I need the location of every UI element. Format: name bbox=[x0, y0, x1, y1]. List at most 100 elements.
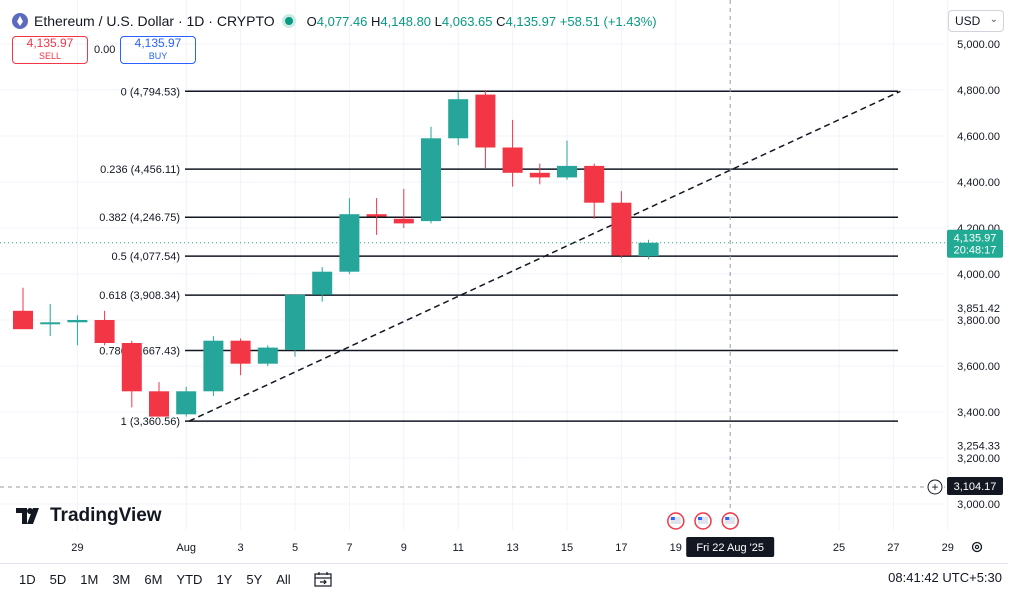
currency-select[interactable]: USD ⌄ bbox=[948, 10, 1004, 32]
divider bbox=[0, 563, 1008, 564]
candle[interactable] bbox=[611, 202, 632, 256]
symbol-title[interactable]: Ethereum / U.S. Dollar · 1D · CRYPTO bbox=[34, 13, 275, 29]
price-axis-tick: 3,600.00 bbox=[957, 361, 1000, 373]
crosshair-price-label: 3,104.17 bbox=[954, 481, 997, 493]
fib-level-label: 0.236 (4,456.11) bbox=[100, 164, 180, 176]
sell-button[interactable]: 4,135.97 SELL bbox=[12, 36, 88, 64]
candle[interactable] bbox=[448, 99, 469, 139]
fib-level-label: 0.382 (4,246.75) bbox=[99, 212, 180, 224]
range-button-all[interactable]: All bbox=[276, 571, 291, 587]
range-button-1y[interactable]: 1Y bbox=[216, 571, 233, 587]
trendline[interactable] bbox=[188, 90, 901, 422]
market-open-icon bbox=[284, 17, 293, 25]
fib-level-label: 0.5 (4,077.54) bbox=[112, 251, 181, 263]
crosshair-date-tag bbox=[686, 537, 775, 557]
price-axis-tick: 3,800.00 bbox=[957, 315, 1000, 327]
candle[interactable] bbox=[285, 294, 305, 350]
flag-stripes-icon bbox=[725, 517, 736, 524]
candle-countdown: 20:48:17 bbox=[954, 245, 997, 257]
range-button-6m[interactable]: 6M bbox=[144, 571, 163, 587]
symbol-header: Ethereum / U.S. Dollar · 1D · CRYPTO O4,… bbox=[12, 10, 657, 32]
crosshair-price-tag bbox=[947, 477, 1003, 495]
calendar-goto-icon[interactable] bbox=[314, 571, 332, 587]
price-axis-tick: 4,800.00 bbox=[957, 85, 1000, 97]
candle[interactable] bbox=[366, 214, 387, 217]
candle[interactable] bbox=[67, 320, 88, 323]
price-axis-tick: 4,000.00 bbox=[957, 269, 1000, 281]
time-axis-tick: Aug bbox=[176, 542, 196, 554]
candle[interactable] bbox=[475, 94, 496, 148]
candle[interactable] bbox=[557, 165, 577, 178]
time-axis-tick: 19 bbox=[670, 542, 682, 554]
flag-stripes-icon bbox=[670, 517, 681, 524]
candle[interactable] bbox=[121, 343, 142, 392]
fib-level-label: 1 (3,360.56) bbox=[121, 416, 180, 428]
candle[interactable] bbox=[40, 322, 61, 325]
time-axis-tick: 25 bbox=[833, 542, 845, 554]
flag-canton-icon bbox=[725, 517, 730, 520]
chevron-down-icon: ⌄ bbox=[989, 14, 998, 25]
clock[interactable]: 08:41:42 UTC+5:30 bbox=[888, 570, 1002, 585]
candle[interactable] bbox=[13, 310, 33, 330]
time-axis-tick: 29 bbox=[71, 542, 83, 554]
plus-icon: + bbox=[931, 480, 938, 494]
candle[interactable] bbox=[257, 347, 278, 364]
fib-level-label: 0 (4,794.53) bbox=[121, 86, 180, 98]
candle[interactable] bbox=[421, 138, 441, 222]
candle[interactable] bbox=[502, 147, 523, 173]
price-axis-tick: 3,254.33 bbox=[957, 441, 1000, 453]
trade-panel: 4,135.97 SELL 0.00 4,135.97 BUY bbox=[12, 36, 196, 64]
time-axis-tick: 11 bbox=[452, 542, 463, 554]
price-axis-tick: 3,200.00 bbox=[957, 453, 1000, 465]
price-axis-tick: 5,000.00 bbox=[957, 39, 1000, 51]
candle[interactable] bbox=[203, 340, 224, 392]
price-axis-tick: 4,400.00 bbox=[957, 177, 1000, 189]
ethereum-icon bbox=[12, 13, 28, 29]
flag-stripes-icon bbox=[698, 517, 708, 524]
range-buttons: 1D 5D 1M 3M 6M YTD 1Y 5Y All bbox=[12, 572, 298, 587]
spread-value: 0.00 bbox=[94, 44, 116, 56]
current-price-tag bbox=[947, 229, 1003, 258]
range-button-1d[interactable]: 1D bbox=[19, 571, 36, 587]
tradingview-icon bbox=[16, 508, 39, 524]
price-chart[interactable]: 0 (4,794.53) 0.236 (4,456.11) 0.382 (4,246… bbox=[0, 0, 1024, 563]
crosshair-date-label: Fri 22 Aug '25 bbox=[696, 542, 764, 554]
candle[interactable] bbox=[149, 391, 169, 417]
time-axis-tick: 29 bbox=[942, 542, 954, 554]
time-axis-tick: 3 bbox=[238, 542, 244, 554]
candle[interactable] bbox=[584, 165, 605, 203]
range-button-3m[interactable]: 3M bbox=[112, 571, 131, 587]
candle[interactable] bbox=[176, 391, 197, 415]
candle[interactable] bbox=[638, 242, 659, 257]
candle[interactable] bbox=[230, 340, 251, 364]
time-axis-tick: 5 bbox=[292, 542, 298, 554]
bottom-toolbar: 1D 5D 1M 3M 6M YTD 1Y 5Y All 08:41:42 UTC+5:30 bbox=[0, 563, 1024, 595]
flag-canton-icon bbox=[670, 517, 675, 520]
time-axis-tick: 15 bbox=[561, 542, 573, 554]
candle[interactable] bbox=[312, 271, 333, 295]
range-button-5y[interactable]: 5Y bbox=[246, 571, 263, 587]
range-button-ytd[interactable]: YTD bbox=[176, 571, 203, 587]
candle[interactable] bbox=[393, 218, 414, 224]
tradingview-logo: TradingView bbox=[16, 505, 162, 527]
fib-level-label: 0.618 (3,908.34) bbox=[99, 290, 180, 302]
range-button-1m[interactable]: 1M bbox=[80, 571, 99, 587]
ohlc-values: O4,077.46 H4,148.80 L4,063.65 C4,135.97 … bbox=[306, 13, 657, 29]
add-alert-icon[interactable] bbox=[927, 479, 943, 495]
candle[interactable] bbox=[529, 172, 550, 178]
time-axis-tick: 13 bbox=[506, 542, 518, 554]
price-axis-tick: 3,000.00 bbox=[957, 499, 1000, 511]
buy-button[interactable]: 4,135.97 BUY bbox=[120, 36, 196, 64]
time-axis-tick: 9 bbox=[401, 542, 407, 554]
flag-canton-icon bbox=[698, 517, 702, 520]
candle[interactable] bbox=[94, 320, 115, 343]
range-button-5d[interactable]: 5D bbox=[49, 571, 67, 587]
change-value: +58.51 (+1.43%) bbox=[559, 13, 657, 29]
current-price-label: 4,135.97 bbox=[954, 233, 997, 245]
settings-gear-icon[interactable] bbox=[970, 540, 984, 554]
right-sidebar-edge bbox=[1012, 0, 1024, 595]
candle[interactable] bbox=[339, 214, 360, 272]
time-axis-tick: 17 bbox=[615, 542, 627, 554]
time-axis-tick: 27 bbox=[887, 542, 899, 554]
price-axis-tick: 3,851.42 bbox=[957, 303, 1000, 315]
